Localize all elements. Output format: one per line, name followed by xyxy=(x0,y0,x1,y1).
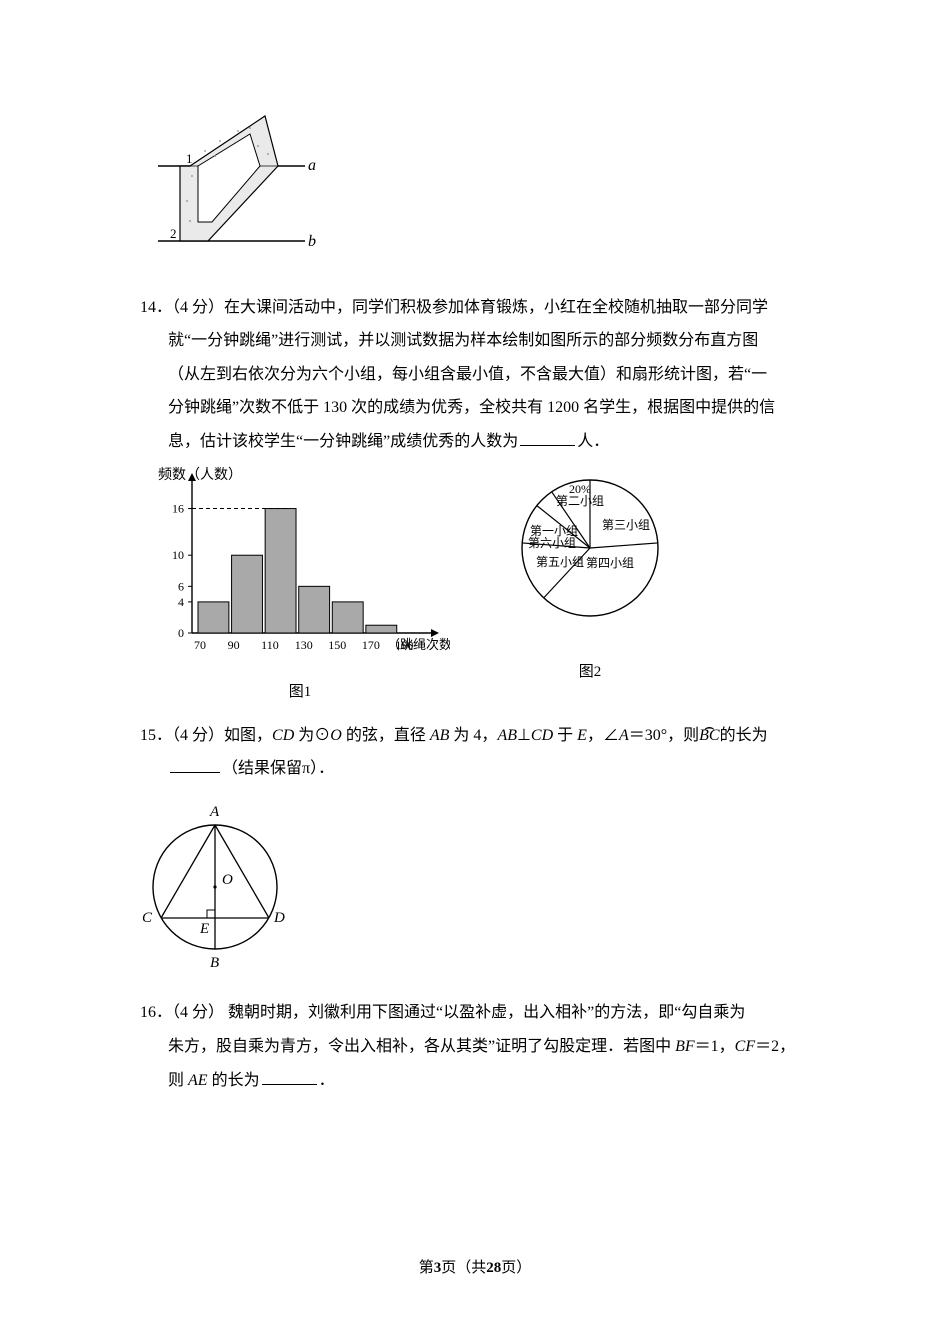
line-b-label: b xyxy=(308,233,316,250)
q15-arc-bc: BC xyxy=(699,719,719,753)
q16-line2: 朱方，股自乘为青方，令出入相补，各从其类”证明了勾股定理．若图中 BF＝1，CF… xyxy=(140,1030,830,1064)
q14-line5-post: 人． xyxy=(577,433,609,450)
svg-text:（跳绳次数）: （跳绳次数） xyxy=(387,637,450,652)
histogram: 频数（人数）04610167090110130150170190（跳绳次数） xyxy=(150,463,450,663)
q16-eq2: ＝2， xyxy=(755,1038,795,1055)
q16-points: （4 分） xyxy=(172,1004,224,1021)
svg-text:4: 4 xyxy=(178,594,184,608)
page: 1 2 a b 14．（4 分）在大课间活动中，同学们积极参加体育锻炼，小红在全… xyxy=(0,0,950,1344)
q16-text-3-pre: 则 xyxy=(168,1072,188,1089)
footer-mid: 页（共 xyxy=(441,1260,486,1276)
q16-blank xyxy=(262,1068,317,1085)
q16: 16．（4 分） 魏朝时期，刘徽利用下图通过“以盈补虚，出入相补”的方法，即“勾… xyxy=(140,996,830,1030)
q14-line2: 就“一分钟跳绳”进行测试，并以测试数据为样本绘制如图所示的部分频数分布直方图 xyxy=(140,324,830,358)
q15-figure: A B C D O E xyxy=(140,792,830,985)
q15-cd2: CD xyxy=(531,727,553,744)
pie-chart: 20%第一小组第二小组第三小组第四小组第五小组第六小组 xyxy=(490,463,690,643)
svg-text:第五小组: 第五小组 xyxy=(536,555,584,569)
q14-line5: 息，估计该校学生“一分钟跳绳”成绩优秀的人数为 人． xyxy=(140,425,830,459)
q14-points: （4 分） xyxy=(172,299,224,316)
svg-text:16: 16 xyxy=(172,501,184,515)
svg-text:6: 6 xyxy=(178,579,184,593)
q14-number: 14． xyxy=(140,299,172,316)
q14-blank xyxy=(520,429,575,446)
angle-1-label: 1 xyxy=(186,151,193,166)
q15-number: 15． xyxy=(140,727,172,744)
q15-e: E xyxy=(577,727,587,744)
histogram-container: 频数（人数）04610167090110130150170190（跳绳次数） 图… xyxy=(150,463,450,709)
svg-text:第三小组: 第三小组 xyxy=(602,518,650,532)
svg-text:10: 10 xyxy=(172,548,184,562)
q15-points: （4 分） xyxy=(172,727,224,744)
q13-figure: 1 2 a b xyxy=(150,106,830,279)
q15-eq30: ＝30°，则 xyxy=(629,727,699,744)
label-E: E xyxy=(199,921,209,937)
q15-line2: （结果保留π）． xyxy=(140,752,830,786)
q14-line3: （从左到右依次分为六个小组，每小组含最小值，不含最大值）和扇形统计图，若“一 xyxy=(140,358,830,392)
q15-perp: ⊥ xyxy=(517,727,531,744)
label-A: A xyxy=(209,804,220,820)
q16-text-1: 魏朝时期，刘徽利用下图通过“以盈补虚，出入相补”的方法，即“勾自乘为 xyxy=(224,1004,745,1021)
footer-post: 页） xyxy=(501,1260,531,1276)
q16-number: 16． xyxy=(140,1004,172,1021)
svg-text:150: 150 xyxy=(328,638,346,652)
svg-text:第六小组: 第六小组 xyxy=(528,536,576,550)
label-B: B xyxy=(210,955,219,971)
svg-text:130: 130 xyxy=(295,638,313,652)
q15-m1: 为⊙ xyxy=(294,727,330,744)
q15-m3: 为 4， xyxy=(449,727,497,744)
q16-line3: 则 AE 的长为 ． xyxy=(140,1064,830,1098)
svg-text:90: 90 xyxy=(228,638,240,652)
footer-pre: 第 xyxy=(419,1260,434,1276)
footer-total: 28 xyxy=(486,1260,501,1276)
q15-line2-text: （结果保留π）． xyxy=(222,760,334,777)
q15-blank xyxy=(170,756,220,773)
q16-ae: AE xyxy=(188,1072,208,1089)
q14-charts: 频数（人数）04610167090110130150170190（跳绳次数） 图… xyxy=(150,463,830,709)
q15-tail: 的长为 xyxy=(720,727,768,744)
svg-text:第四小组: 第四小组 xyxy=(586,556,634,570)
q16-eq1: ＝1， xyxy=(695,1038,735,1055)
pie-caption: 图2 xyxy=(490,657,690,689)
q15-svg: A B C D O E xyxy=(140,792,295,972)
q14-text-1: 在大课间活动中，同学们积极参加体育锻炼，小红在全校随机抽取一部分同学 xyxy=(224,299,768,316)
q15-pre: 如图， xyxy=(224,727,272,744)
q15-a: A xyxy=(619,727,629,744)
line-a-label: a xyxy=(308,157,316,174)
svg-text:0: 0 xyxy=(178,626,184,640)
label-C: C xyxy=(142,910,153,926)
label-D: D xyxy=(273,910,285,926)
q15-ab2: AB xyxy=(497,727,517,744)
histogram-caption: 图1 xyxy=(150,677,450,709)
q14-line5-pre: 息，估计该校学生“一分钟跳绳”成绩优秀的人数为 xyxy=(168,433,518,450)
label-O: O xyxy=(222,872,233,888)
q15-ab: AB xyxy=(430,727,450,744)
q15: 15．（4 分）如图，CD 为⊙O 的弦，直径 AB 为 4，AB⊥CD 于 E… xyxy=(140,719,830,753)
q16-text-2-pre: 朱方，股自乘为青方，令出入相补，各从其类”证明了勾股定理．若图中 xyxy=(168,1038,675,1055)
page-footer: 第3页（共28页） xyxy=(0,1253,950,1285)
svg-text:频数（人数）: 频数（人数） xyxy=(158,467,242,483)
q16-cf: CF xyxy=(735,1038,755,1055)
q13-svg: 1 2 a b xyxy=(150,106,320,266)
q15-m4: 于 xyxy=(553,727,577,744)
q15-cd: CD xyxy=(272,727,294,744)
svg-text:110: 110 xyxy=(261,638,279,652)
angle-2-label: 2 xyxy=(170,226,177,241)
pie-container: 20%第一小组第二小组第三小组第四小组第五小组第六小组 图2 xyxy=(490,463,690,689)
svg-text:170: 170 xyxy=(362,638,380,652)
q14-line4: 分钟跳绳”次数不低于 130 次的成绩为优秀，全校共有 1200 名学生，根据图… xyxy=(140,391,830,425)
q16-text-3-post: ． xyxy=(319,1072,335,1089)
q15-m5: ，∠ xyxy=(587,727,619,744)
q16-bf: BF xyxy=(675,1038,695,1055)
q16-text-3-mid: 的长为 xyxy=(208,1072,260,1089)
q15-m2: 的弦，直径 xyxy=(342,727,430,744)
svg-text:70: 70 xyxy=(194,638,206,652)
q15-o: O xyxy=(330,727,342,744)
q14: 14．（4 分）在大课间活动中，同学们积极参加体育锻炼，小红在全校随机抽取一部分… xyxy=(140,291,830,325)
svg-text:第二小组: 第二小组 xyxy=(556,494,604,508)
